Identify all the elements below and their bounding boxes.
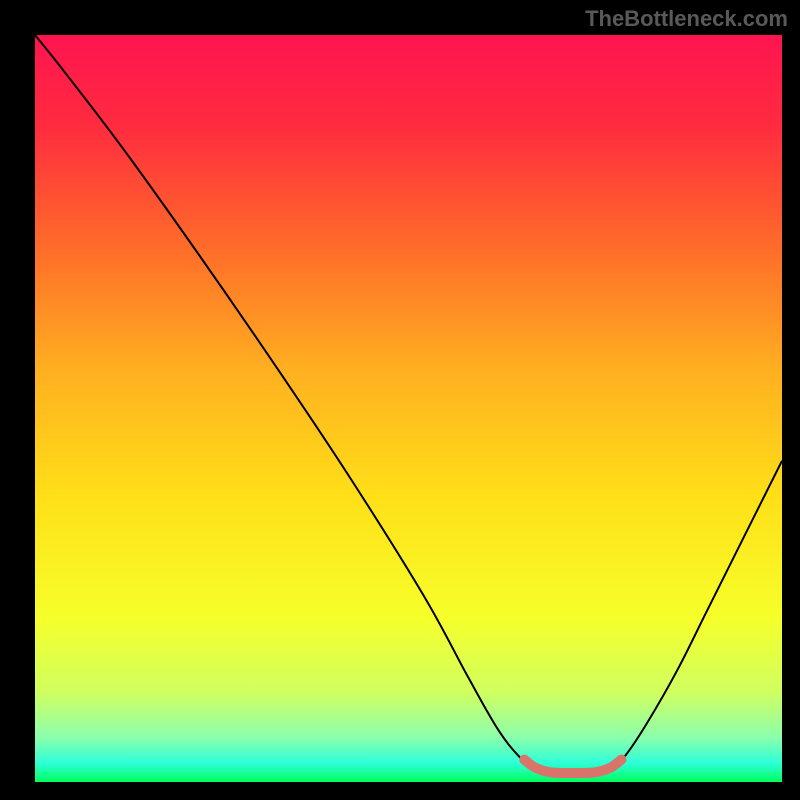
bottleneck-curve (35, 35, 782, 773)
curve-layer (35, 35, 782, 782)
chart-container: TheBottleneck.com (0, 0, 800, 800)
watermark-text: TheBottleneck.com (585, 6, 788, 32)
plot-area (35, 35, 782, 782)
optimal-zone (524, 760, 621, 773)
